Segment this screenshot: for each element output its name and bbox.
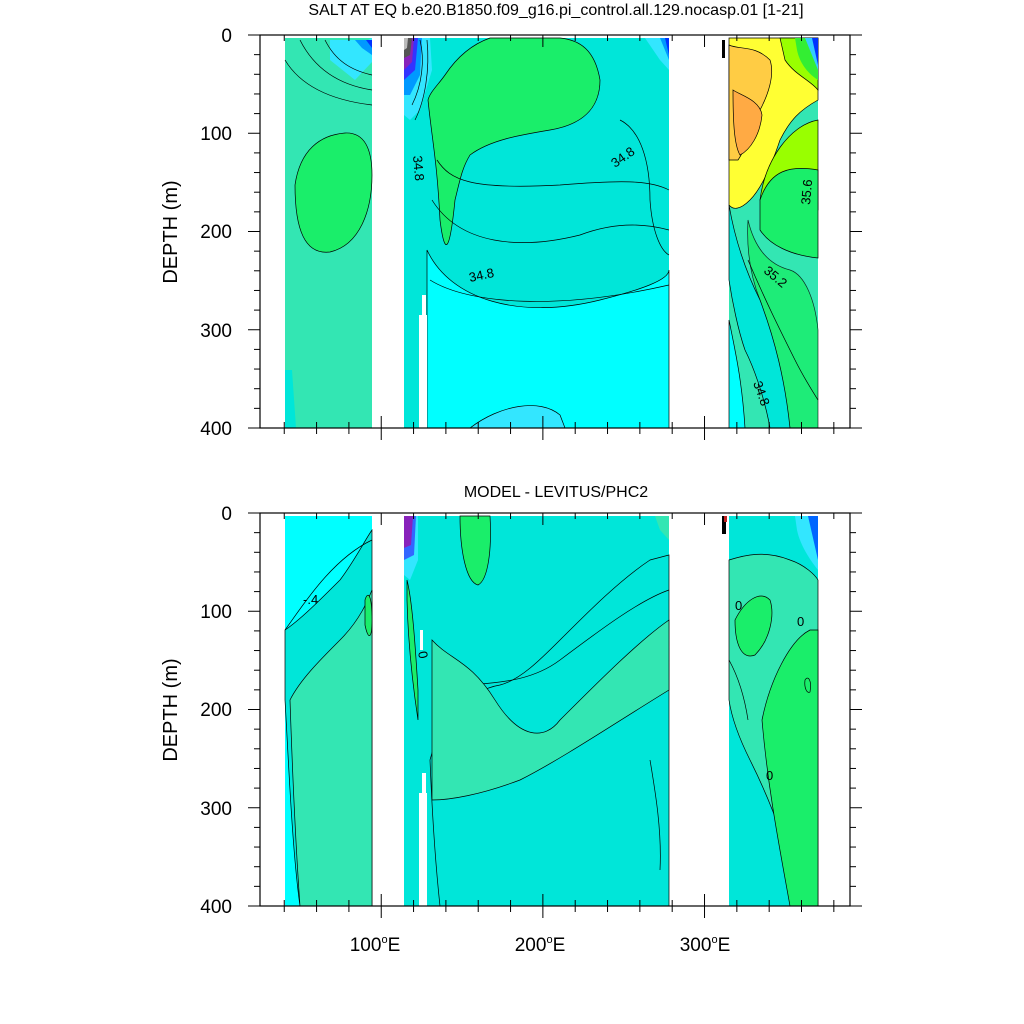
top-ytick-label: 300 <box>200 321 232 342</box>
bottom-ytick-label: 100 <box>200 602 232 623</box>
bottom-chart-title: MODEL - LEVITUS/PHC2 <box>464 484 648 501</box>
top-ytick-label: 0 <box>221 26 232 47</box>
bottom-ytick-label: 300 <box>200 799 232 820</box>
top-ytick-label: 400 <box>200 419 232 440</box>
bottom-contour-label: 0 <box>797 614 804 629</box>
top-axis-ticks <box>248 34 862 440</box>
bottom-contour-label: 0 <box>735 598 742 613</box>
top-plot-area <box>284 37 819 428</box>
bottom-indian-ocean-fill <box>284 516 373 906</box>
bottom-contour-label: 0 <box>766 768 773 783</box>
top-y-axis-label: DEPTH (m) <box>160 180 182 283</box>
bottom-pacific-ocean-fill <box>404 515 670 906</box>
top-chart-title: SALT AT EQ b.e20.B1850.f09_g16.pi_contro… <box>308 2 803 19</box>
top-indian-ocean-fill <box>284 38 373 428</box>
top-contour-label: 34.8 <box>410 155 427 182</box>
top-panel: SALT AT EQ b.e20.B1850.f09_g16.pi_contro… <box>160 2 862 440</box>
bottom-contour-label: -.4 <box>303 592 318 607</box>
bottom-ytick-label: 400 <box>200 897 232 918</box>
bottom-axis-ticks <box>248 512 862 918</box>
top-ytick-label: 100 <box>200 124 232 145</box>
bottom-panel: MODEL - LEVITUS/PHC2 <box>160 484 862 956</box>
bottom-contour-label: 0 <box>415 650 431 660</box>
bottom-plot-area <box>284 515 819 906</box>
bottom-xtick-label: 100oE <box>350 934 401 956</box>
top-atlantic-ocean-fill <box>722 37 819 428</box>
bottom-y-axis-label: DEPTH (m) <box>160 658 182 761</box>
bottom-xtick-label: 200oE <box>515 934 566 956</box>
bottom-contour-labels: -.4 0 0 0 0 <box>303 592 804 783</box>
bottom-ytick-label: 200 <box>200 700 232 721</box>
bottom-ytick-label: 0 <box>221 504 232 525</box>
top-ytick-label: 200 <box>200 222 232 243</box>
bottom-atlantic-ocean-fill <box>722 516 819 906</box>
bottom-xtick-label: 300oE <box>680 934 731 956</box>
top-pacific-ocean-fill <box>404 37 670 428</box>
top-contour-label: 34.8 <box>468 265 496 285</box>
top-contour-label: 35.6 <box>798 179 815 206</box>
